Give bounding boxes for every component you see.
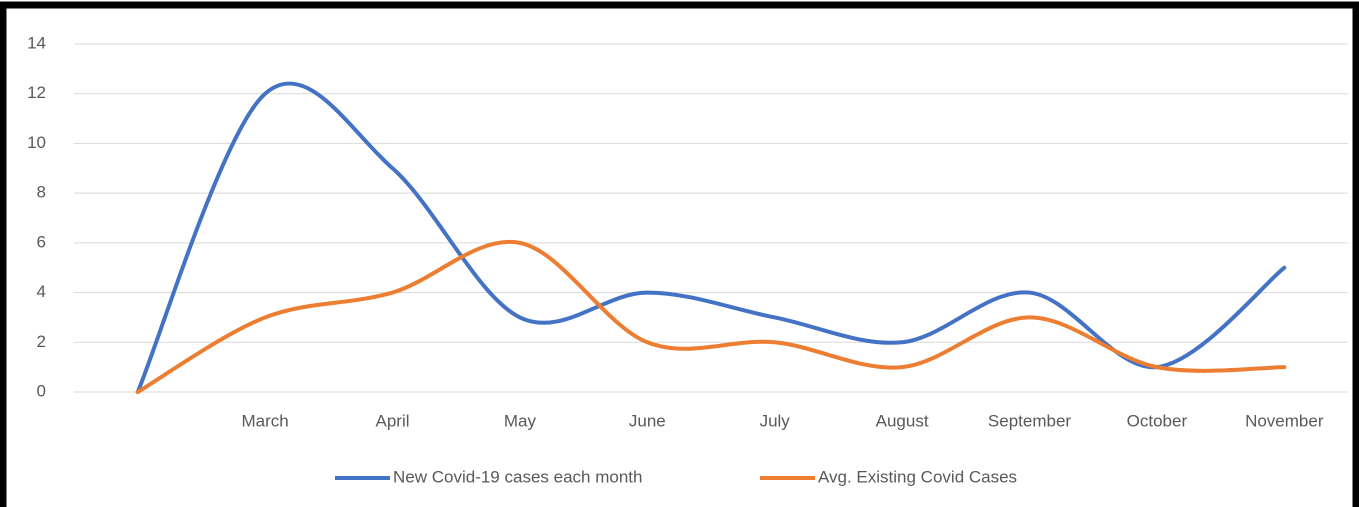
- legend-label: Avg. Existing Covid Cases: [818, 467, 1017, 486]
- y-tick-label: 4: [37, 282, 46, 301]
- legend-label: New Covid-19 cases each month: [393, 467, 642, 486]
- y-tick-label: 14: [27, 33, 46, 52]
- x-tick-label: April: [375, 411, 409, 430]
- x-tick-label: October: [1127, 411, 1188, 430]
- y-tick-label: 10: [27, 133, 46, 152]
- x-tick-label: May: [504, 411, 537, 430]
- x-tick-label: June: [629, 411, 666, 430]
- x-tick-label: August: [876, 411, 929, 430]
- x-tick-label: March: [241, 411, 288, 430]
- x-tick-label: November: [1245, 411, 1324, 430]
- y-tick-label: 0: [37, 381, 46, 400]
- y-tick-label: 6: [37, 232, 46, 251]
- y-tick-label: 2: [37, 332, 46, 351]
- series-line: [135, 239, 1287, 394]
- series-line: [135, 81, 1287, 394]
- y-tick-label: 12: [27, 83, 46, 102]
- x-tick-label: September: [988, 411, 1071, 430]
- y-tick-label: 8: [37, 183, 46, 202]
- x-tick-label: July: [760, 411, 791, 430]
